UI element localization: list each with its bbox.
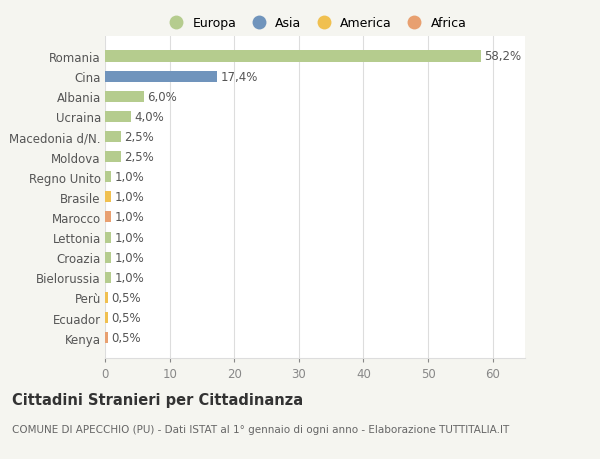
Text: 0,5%: 0,5% <box>112 331 141 344</box>
Bar <box>105 172 112 183</box>
Bar <box>105 312 108 323</box>
Text: 2,5%: 2,5% <box>124 151 154 164</box>
Bar <box>105 151 121 163</box>
Bar <box>105 232 112 243</box>
Text: 4,0%: 4,0% <box>134 111 164 123</box>
Bar <box>105 192 112 203</box>
Text: COMUNE DI APECCHIO (PU) - Dati ISTAT al 1° gennaio di ogni anno - Elaborazione T: COMUNE DI APECCHIO (PU) - Dati ISTAT al … <box>12 425 509 435</box>
Legend: Europa, Asia, America, Africa: Europa, Asia, America, Africa <box>164 17 466 30</box>
Bar <box>105 132 121 143</box>
Text: 58,2%: 58,2% <box>484 50 521 63</box>
Text: Cittadini Stranieri per Cittadinanza: Cittadini Stranieri per Cittadinanza <box>12 392 303 408</box>
Bar <box>105 72 217 83</box>
Text: 0,5%: 0,5% <box>112 311 141 325</box>
Bar <box>105 51 481 62</box>
Bar <box>105 332 108 343</box>
Bar <box>105 272 112 283</box>
Bar <box>105 212 112 223</box>
Bar <box>105 112 131 123</box>
Text: 1,0%: 1,0% <box>115 271 145 284</box>
Text: 1,0%: 1,0% <box>115 171 145 184</box>
Text: 1,0%: 1,0% <box>115 191 145 204</box>
Bar <box>105 252 112 263</box>
Bar <box>105 292 108 303</box>
Text: 2,5%: 2,5% <box>124 131 154 144</box>
Text: 17,4%: 17,4% <box>221 70 258 84</box>
Text: 1,0%: 1,0% <box>115 251 145 264</box>
Text: 1,0%: 1,0% <box>115 211 145 224</box>
Text: 6,0%: 6,0% <box>147 90 177 103</box>
Text: 1,0%: 1,0% <box>115 231 145 244</box>
Bar <box>105 91 144 102</box>
Text: 0,5%: 0,5% <box>112 291 141 304</box>
